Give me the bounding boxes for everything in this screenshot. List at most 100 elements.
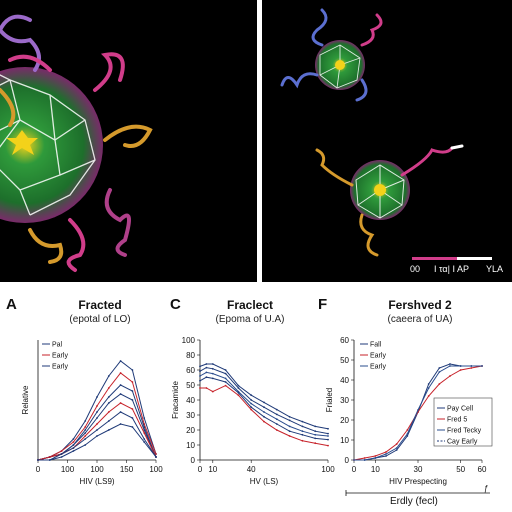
data-point	[224, 369, 227, 371]
data-point	[314, 433, 317, 436]
data-point	[72, 441, 75, 443]
micrograph-left	[0, 0, 257, 282]
data-point	[211, 377, 214, 380]
data-point	[96, 396, 98, 398]
x-axis-label: HIV (LS9)	[79, 477, 114, 486]
micrograph-right: 00 I τα| I AP YLA	[262, 0, 512, 282]
data-point	[288, 419, 291, 422]
data-point	[263, 415, 265, 418]
x-tick-label: 40	[247, 465, 256, 474]
data-point	[131, 390, 134, 392]
y-tick-label: 40	[340, 376, 349, 385]
data-point	[60, 450, 63, 452]
data-point	[417, 409, 419, 411]
data-point	[263, 411, 265, 413]
data-point	[275, 423, 278, 425]
data-point	[301, 430, 304, 433]
data-point	[438, 383, 441, 385]
data-point	[107, 387, 110, 389]
data-point	[395, 443, 398, 445]
data-point	[199, 370, 201, 373]
y-axis-label: Fracamide	[171, 381, 180, 419]
data-point	[385, 453, 387, 455]
data-point	[263, 406, 265, 409]
legend-label: Pal	[52, 342, 63, 349]
x-tick-label: 100	[149, 465, 163, 474]
y-tick-label: 50	[186, 381, 195, 390]
data-point	[119, 411, 122, 413]
data-point	[205, 371, 208, 374]
x-tick-label: 150	[120, 465, 134, 474]
x-axis-label: HV (LS)	[250, 477, 279, 486]
x-tick-label: 100	[90, 465, 104, 474]
x-tick-label: 10	[208, 465, 217, 474]
data-point	[143, 426, 146, 428]
legend-label: Early	[370, 353, 386, 360]
x-tick-label: 60	[478, 465, 487, 474]
panel-c-title: Fraclect	[226, 298, 274, 312]
scale-bar-middle-text: I τα| I AP	[434, 264, 469, 274]
bottom-axis-line	[345, 490, 490, 496]
data-point	[263, 420, 265, 423]
y-tick-label: 0	[345, 456, 350, 465]
y-tick-label: 30	[340, 396, 349, 405]
data-point	[155, 456, 157, 458]
data-point	[301, 439, 304, 442]
data-point	[37, 459, 39, 461]
data-point	[131, 417, 134, 419]
data-point	[275, 418, 278, 421]
chart-f: 0 10 30 50 60 0 10 20 30 40 50 60 HIV Prespecting Fri…	[325, 336, 493, 486]
data-point	[406, 435, 409, 437]
data-point	[96, 435, 98, 437]
nanoparticle-left-illustration	[0, 14, 153, 272]
y-axis-label: Frialed	[325, 388, 334, 412]
y-tick-label: 30	[186, 411, 195, 420]
legend-label: Cay Early	[447, 439, 478, 446]
legend-label: Pay Cell	[447, 406, 474, 413]
y-tick-label: 80	[186, 351, 195, 360]
data-point	[470, 367, 473, 369]
data-point	[155, 453, 157, 455]
data-point	[205, 387, 208, 389]
data-point	[250, 394, 253, 397]
scale-bar-left-text: 00	[410, 264, 421, 274]
bottom-axis-label: Erdly (fecl)	[390, 496, 438, 507]
panel-f-letter: F	[318, 296, 328, 313]
data-point	[327, 435, 329, 437]
data-point	[237, 384, 240, 387]
data-point	[131, 399, 134, 401]
legend-label: Early	[52, 353, 68, 360]
data-point	[250, 408, 253, 411]
data-point	[205, 366, 208, 369]
y-tick-label: 100	[182, 336, 196, 345]
data-point	[211, 367, 214, 370]
data-point	[327, 438, 329, 441]
scale-bar	[412, 257, 457, 260]
data-point	[301, 425, 304, 428]
x-tick-label: 0	[198, 465, 203, 474]
y-tick-label: 10	[186, 441, 195, 450]
panel-f-title: Fershved 2	[388, 298, 452, 312]
data-point	[143, 438, 146, 440]
data-point	[119, 402, 122, 404]
y-tick-label: 60	[340, 336, 349, 345]
data-point	[459, 365, 462, 367]
x-tick-label: 100	[321, 465, 335, 474]
data-point	[199, 379, 201, 382]
data-point	[427, 383, 430, 385]
legend-label: Fred 5	[447, 417, 467, 424]
nanoparticle-right-illustration	[280, 8, 492, 260]
data-point	[84, 429, 87, 431]
data-point	[84, 435, 87, 437]
series-line-4	[200, 385, 329, 447]
data-point	[301, 433, 304, 436]
data-point	[119, 423, 122, 425]
data-point	[327, 432, 329, 435]
series-line-0	[199, 363, 329, 430]
data-point	[301, 420, 304, 423]
data-point	[211, 363, 214, 365]
data-point	[288, 415, 291, 418]
data-point	[314, 437, 317, 440]
panel-c-letter: C	[170, 296, 181, 313]
data-point	[427, 387, 430, 389]
